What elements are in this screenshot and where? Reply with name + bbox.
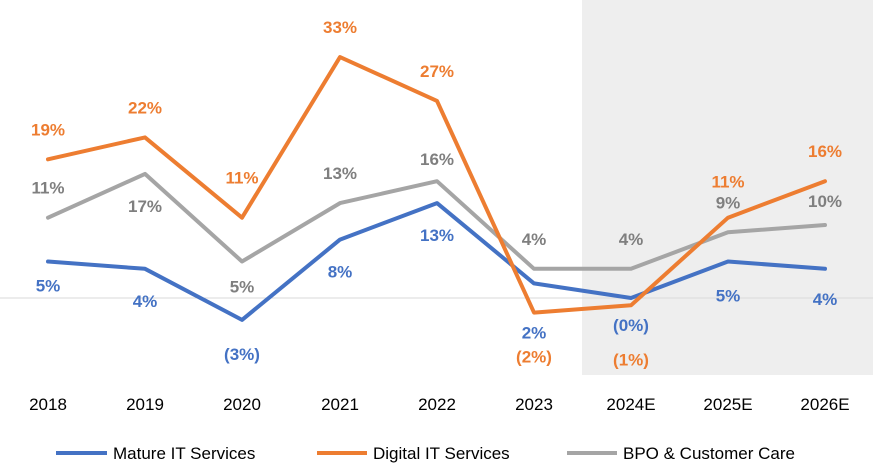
data-label-bpo-customer-care-2018: 11% xyxy=(31,179,64,198)
series-line-digital-it-services xyxy=(46,55,827,315)
data-label-bpo-customer-care-2026e: 10% xyxy=(808,192,842,211)
data-label-bpo-customer-care-2021: 13% xyxy=(323,164,357,183)
x-axis-ticks: 2018 2019 2020 2021 2022 2023 2024E 2025E 2026E xyxy=(29,395,850,414)
data-label-digital-it-services-2019: 22% xyxy=(128,98,162,117)
x-tick-2018: 2018 xyxy=(29,395,67,414)
data-label-mature-it-services-2023: 2% xyxy=(522,323,547,342)
forecast-shaded-region xyxy=(582,0,873,375)
data-label-mature-it-services-2026e: 4% xyxy=(813,290,838,309)
data-labels: 5% 4% (3%) 8% 13% 2% (0%) 5% 4% 19% 22% 11% 33% 27% (2… xyxy=(31,18,842,369)
x-tick-2020: 2020 xyxy=(223,395,261,414)
data-label-digital-it-services-2024e: (1%) xyxy=(613,350,649,369)
data-label-digital-it-services-2022: 27% xyxy=(420,62,454,81)
data-label-bpo-customer-care-2023: 4% xyxy=(522,230,547,249)
legend-label-digital: Digital IT Services xyxy=(373,444,510,463)
data-label-mature-it-services-2022: 13% xyxy=(420,226,454,245)
data-label-digital-it-services-2018: 19% xyxy=(31,120,65,139)
x-tick-2025e: 2025E xyxy=(703,395,752,414)
x-tick-2023: 2023 xyxy=(515,395,553,414)
legend: Mature IT Services Digital IT Services B… xyxy=(56,444,795,463)
data-label-bpo-customer-care-2024e: 4% xyxy=(619,230,644,249)
data-label-mature-it-services-2020: (3%) xyxy=(224,345,260,364)
legend-label-mature: Mature IT Services xyxy=(113,444,255,463)
data-label-mature-it-services-2024e: (0%) xyxy=(613,316,649,335)
data-label-digital-it-services-2025e: 11% xyxy=(711,173,744,192)
series-line-mature-it-services xyxy=(46,201,827,322)
data-label-digital-it-services-2023: (2%) xyxy=(516,348,552,367)
data-label-mature-it-services-2025e: 5% xyxy=(716,287,741,306)
data-label-bpo-customer-care-2022: 16% xyxy=(420,150,454,169)
data-label-mature-it-services-2021: 8% xyxy=(328,263,353,282)
data-label-mature-it-services-2018: 5% xyxy=(36,277,61,296)
x-tick-2022: 2022 xyxy=(418,395,456,414)
data-label-digital-it-services-2021: 33% xyxy=(323,18,357,37)
data-label-digital-it-services-2020: 11% xyxy=(225,169,258,188)
legend-label-bpo: BPO & Customer Care xyxy=(623,444,795,463)
x-tick-2021: 2021 xyxy=(321,395,359,414)
data-label-digital-it-services-2026e: 16% xyxy=(808,142,842,161)
data-label-bpo-customer-care-2020: 5% xyxy=(230,278,255,297)
data-label-bpo-customer-care-2025e: 9% xyxy=(716,193,741,212)
series-lines xyxy=(46,55,827,322)
x-tick-2024e: 2024E xyxy=(606,395,655,414)
data-label-bpo-customer-care-2019: 17% xyxy=(128,197,162,216)
x-tick-2019: 2019 xyxy=(126,395,164,414)
x-tick-2026e: 2026E xyxy=(800,395,849,414)
data-label-mature-it-services-2019: 4% xyxy=(133,292,158,311)
